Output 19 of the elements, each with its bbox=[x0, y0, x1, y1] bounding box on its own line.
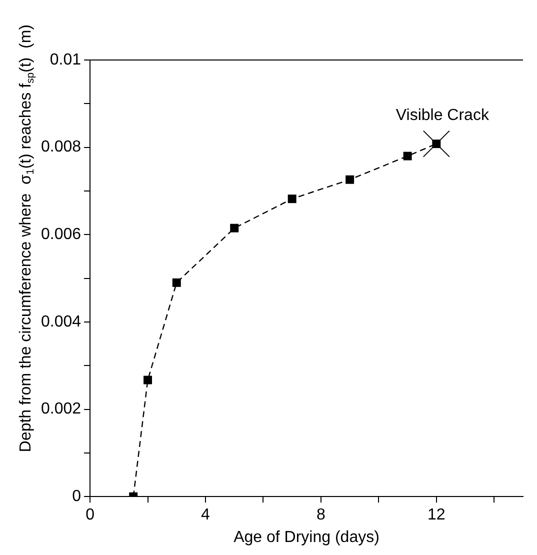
y-tick-label: 0.01 bbox=[50, 51, 82, 68]
point bbox=[288, 194, 296, 204]
y-tick-label: 0.008 bbox=[40, 138, 82, 156]
point bbox=[144, 376, 152, 384]
x-tick-label: 8 bbox=[316, 506, 326, 524]
y-axis-title: Depth from the circumference where σ1(t) reaches fsp(t) (m) bbox=[17, 24, 37, 452]
y-tick-label: 0.006 bbox=[40, 226, 82, 244]
x-tick-label: 12 bbox=[428, 506, 446, 524]
point bbox=[403, 152, 412, 160]
y-tick-label: 0 bbox=[72, 488, 82, 506]
x-tick-label: 0 bbox=[86, 506, 95, 524]
point bbox=[346, 175, 354, 184]
x-axis-title: Age of Drying (days) bbox=[234, 528, 380, 546]
point bbox=[172, 278, 181, 287]
x-tick-label: 4 bbox=[201, 506, 210, 524]
annotation: Visible Crack bbox=[396, 107, 490, 124]
y-tick-label: 0.002 bbox=[40, 400, 82, 418]
point bbox=[230, 224, 239, 232]
y-tick-label: 0.004 bbox=[40, 313, 82, 330]
